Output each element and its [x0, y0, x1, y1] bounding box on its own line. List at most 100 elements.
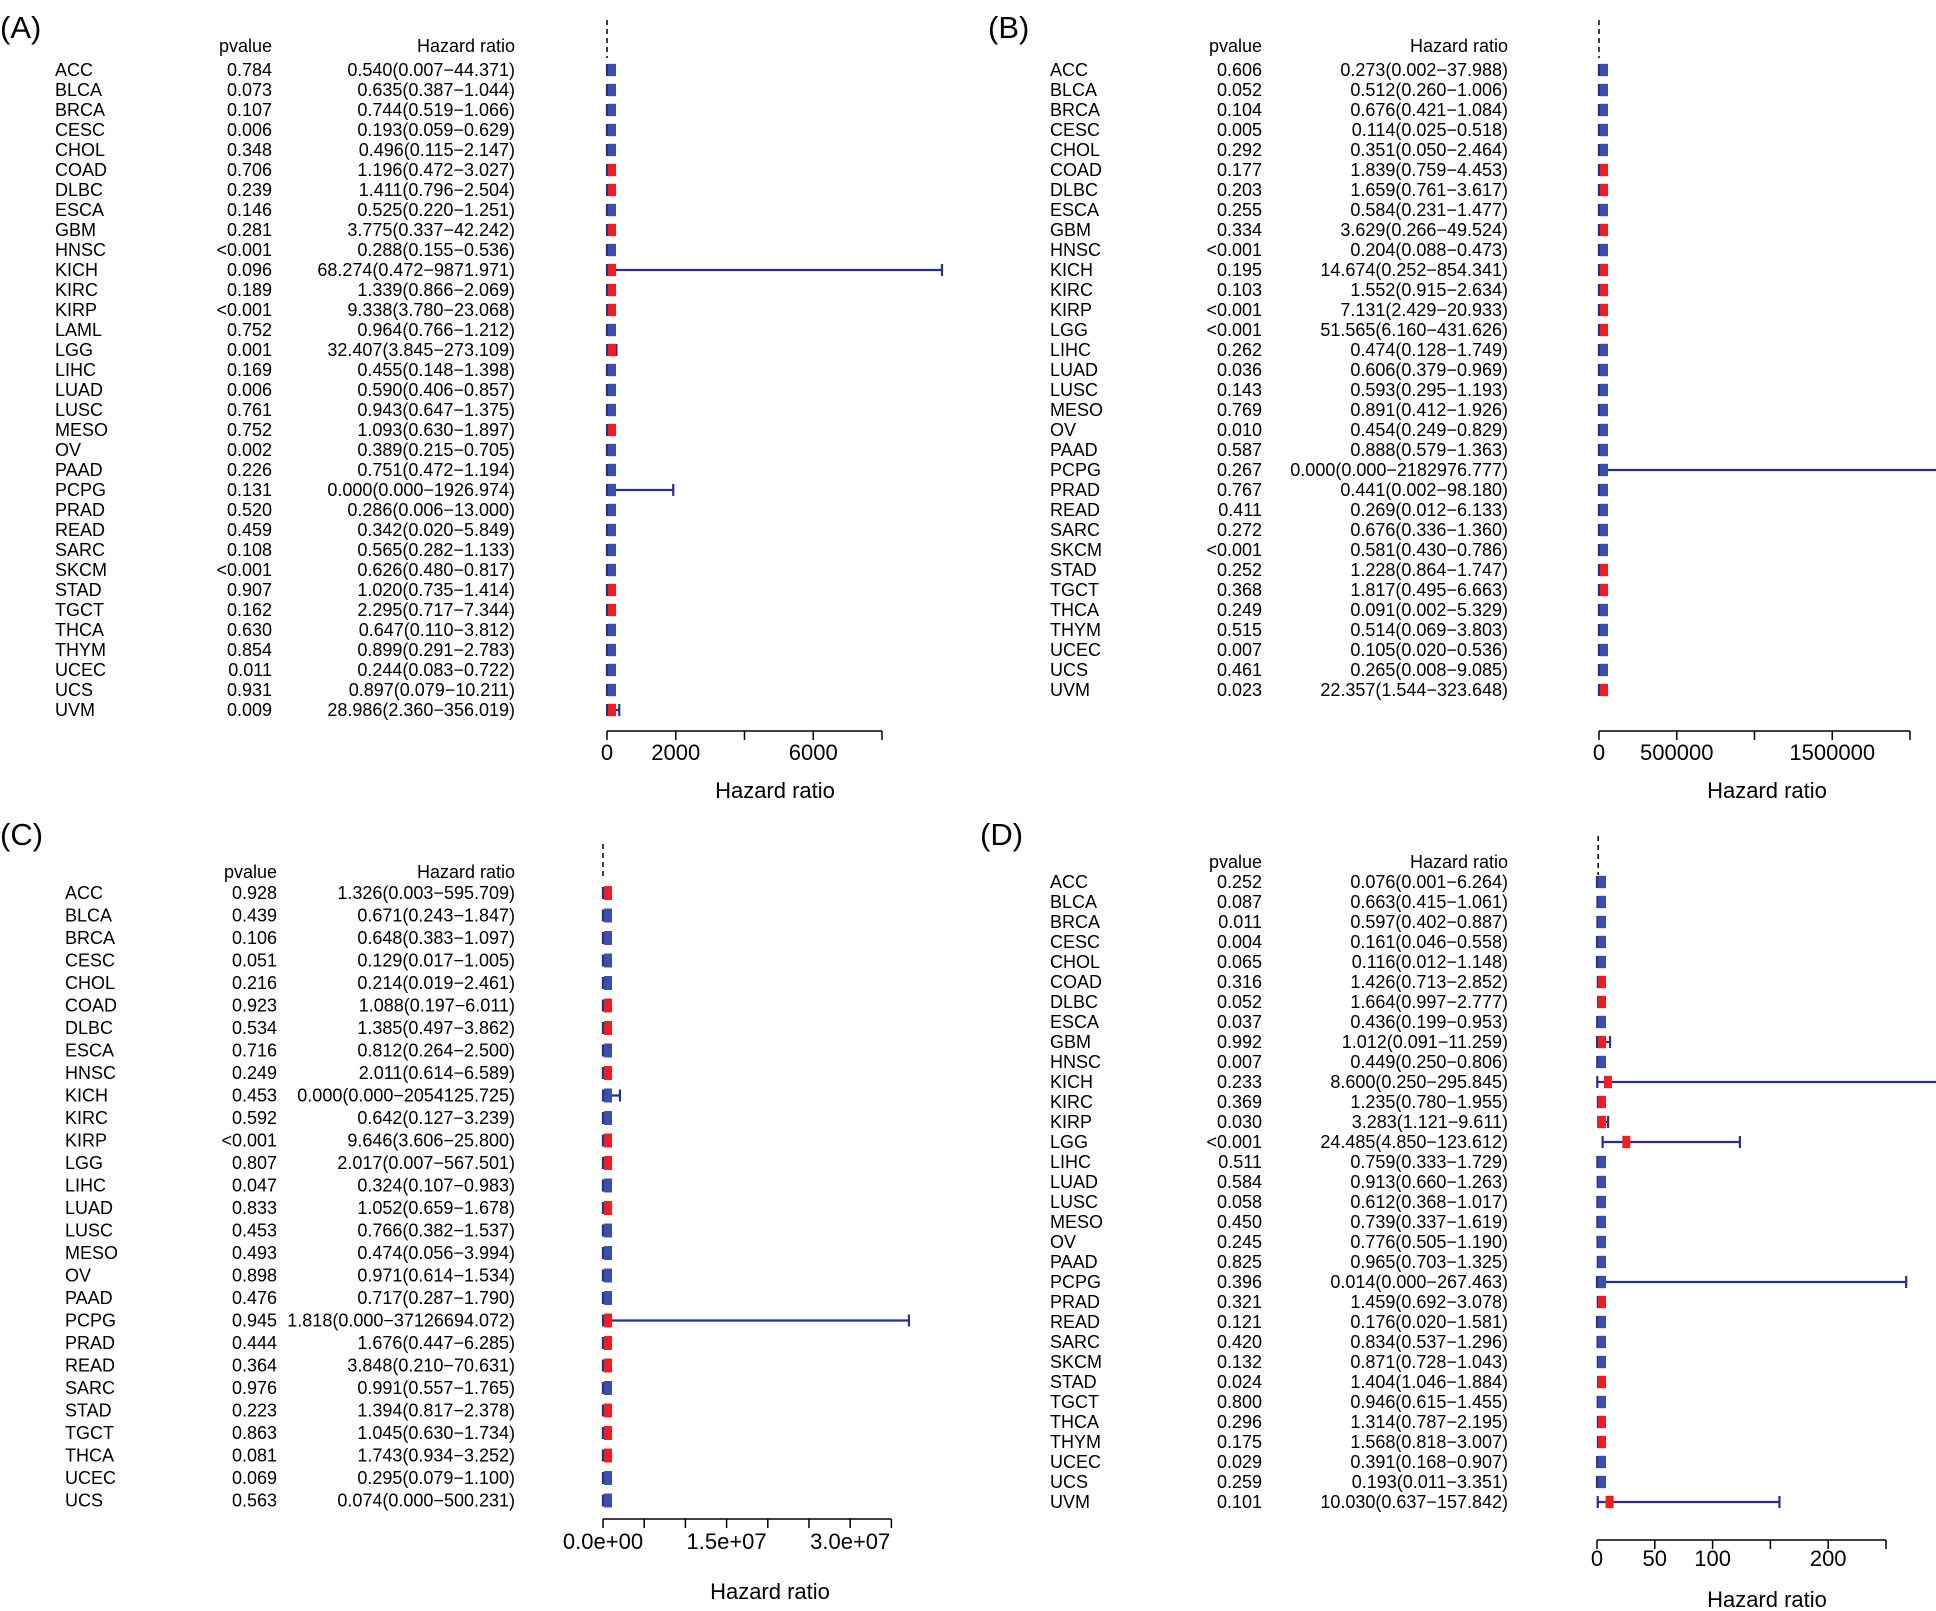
pvalue-label: 0.203: [1217, 180, 1262, 200]
hazard-ratio-point: [1598, 975, 1606, 989]
hazard-ratio-label: 0.946(0.615−1.455): [1350, 1392, 1508, 1412]
forest-row-cesc: CESC 0.051 0.129(0.017−1.005): [65, 951, 612, 971]
cancer-type-label: COAD: [1050, 160, 1102, 180]
pvalue-label: 0.177: [1217, 160, 1262, 180]
hazard-ratio-point: [1600, 163, 1608, 177]
cancer-type-label: UCEC: [1050, 640, 1101, 660]
cancer-type-label: THYM: [1050, 620, 1101, 640]
forest-row-ucs: UCS 0.931 0.897(0.079−10.211): [55, 680, 616, 700]
hazard-ratio-label: 3.775(0.337−42.242): [347, 220, 515, 240]
hazard-ratio-point: [1598, 1435, 1606, 1449]
forest-row-prad: PRAD 0.767 0.441(0.002−98.180): [1050, 480, 1608, 500]
cancer-type-label: STAD: [1050, 1372, 1097, 1392]
pvalue-label: 0.073: [227, 80, 272, 100]
hazard-ratio-label: 0.766(0.382−1.537): [357, 1221, 515, 1241]
hazard-ratio-label: 0.014(0.000−267.463): [1330, 1272, 1508, 1292]
forest-row-cesc: CESC 0.005 0.114(0.025−0.518): [1050, 120, 1608, 140]
forest-row-brca: BRCA 0.106 0.648(0.383−1.097): [65, 928, 612, 948]
cancer-type-label: UCS: [1050, 1472, 1088, 1492]
hazard-ratio-point: [1600, 123, 1608, 137]
hazard-ratio-point: [604, 953, 612, 968]
pvalue-label: 0.006: [227, 120, 272, 140]
cancer-type-label: LGG: [1050, 1132, 1088, 1152]
x-tick-label: 200: [1810, 1546, 1847, 1571]
pvalue-label: 0.189: [227, 280, 272, 300]
forest-row-paad: PAAD 0.476 0.717(0.287−1.790): [65, 1288, 612, 1308]
pvalue-label: 0.216: [232, 973, 277, 993]
hazard-ratio-point: [604, 908, 612, 923]
cancer-type-label: LGG: [1050, 320, 1088, 340]
hazard-ratio-point: [1598, 1275, 1606, 1289]
hazard-ratio-label: 0.606(0.379−0.969): [1350, 360, 1508, 380]
hazard-ratio-label: 2.011(0.614−6.589): [359, 1063, 515, 1083]
hazard-ratio-label: 0.991(0.557−1.765): [357, 1378, 515, 1398]
x-axis-title: Hazard ratio: [710, 1579, 830, 1604]
forest-row-kirc: KIRC 0.369 1.235(0.780−1.955): [1050, 1092, 1606, 1112]
pvalue-label: 0.223: [232, 1401, 277, 1421]
cancer-type-label: CESC: [55, 120, 105, 140]
forest-row-lihc: LIHC 0.047 0.324(0.107−0.983): [65, 1176, 612, 1196]
cancer-type-label: LUSC: [65, 1221, 113, 1241]
x-tick-label: 0: [601, 740, 613, 765]
pvalue-label: 0.592: [232, 1108, 277, 1128]
forest-row-gbm: GBM 0.992 1.012(0.091−11.259): [1050, 1032, 1612, 1052]
hazard-ratio-label: 1.664(0.997−2.777): [1350, 992, 1508, 1012]
hazard-ratio-point: [1600, 443, 1608, 457]
hazard-ratio-label: 22.357(1.544−323.648): [1320, 680, 1508, 700]
forest-row-kirc: KIRC 0.103 1.552(0.915−2.634): [1050, 280, 1608, 300]
pvalue-label: 0.252: [1217, 872, 1262, 892]
cancer-type-label: HNSC: [55, 240, 106, 260]
hazard-ratio-point: [604, 1021, 612, 1035]
pvalue-label: 0.004: [1217, 932, 1262, 952]
pvalue-label: <0.001: [221, 1131, 277, 1151]
hazard-ratio-point: [1600, 383, 1608, 397]
forest-row-esca: ESCA 0.146 0.525(0.220−1.251): [55, 200, 616, 220]
pvalue-label: 0.854: [227, 640, 272, 660]
hazard-ratio-label: 0.244(0.083−0.722): [357, 660, 515, 680]
cancer-type-label: BLCA: [1050, 80, 1097, 100]
pvalue-label: 0.453: [232, 1086, 277, 1106]
cancer-type-label: ACC: [55, 60, 93, 80]
x-tick-label: 100: [1694, 1546, 1731, 1571]
hazard-ratio-label: 0.540(0.007−44.371): [347, 60, 515, 80]
cancer-type-label: LIHC: [1050, 340, 1091, 360]
hazard-ratio-point: [1600, 583, 1608, 597]
pvalue-label: 0.007: [1217, 640, 1262, 660]
hazard-ratio-point: [604, 1178, 612, 1193]
forest-row-lihc: LIHC 0.169 0.455(0.148−1.398): [55, 360, 616, 380]
forest-row-acc: ACC 0.784 0.540(0.007−44.371): [55, 60, 616, 80]
cancer-type-label: TGCT: [1050, 1392, 1099, 1412]
forest-row-read: READ 0.364 3.848(0.210−70.631): [65, 1356, 612, 1376]
cancer-type-label: ESCA: [1050, 200, 1099, 220]
hazard-ratio-label: 0.000(0.000−1926.974): [327, 480, 515, 500]
hazard-ratio-point: [604, 1403, 612, 1418]
hazard-ratio-point: [1600, 243, 1608, 257]
hazard-ratio-label: 0.593(0.295−1.193): [1350, 380, 1508, 400]
panel-label: (A): [0, 10, 41, 45]
cancer-type-label: BRCA: [55, 100, 105, 120]
cancer-type-label: PCPG: [1050, 460, 1101, 480]
hazard-ratio-label: 0.913(0.660−1.263): [1350, 1172, 1508, 1192]
forest-row-acc: ACC 0.252 0.076(0.001−6.264): [1050, 872, 1606, 892]
forest-row-pcpg: PCPG 0.396 0.014(0.000−267.463): [1050, 1272, 1908, 1292]
pvalue-label: 0.131: [227, 480, 272, 500]
cancer-type-label: ESCA: [65, 1041, 114, 1061]
x-axis: 0.0e+00 1.5e+07 3.0e+07: [563, 1518, 893, 1554]
hazard-ratio-point: [608, 423, 616, 437]
hazard-ratio-point: [1600, 343, 1608, 357]
forest-row-lihc: LIHC 0.262 0.474(0.128−1.749): [1050, 340, 1608, 360]
forest-row-hnsc: HNSC <0.001 0.204(0.088−0.473): [1050, 240, 1608, 260]
forest-row-sarc: SARC 0.420 0.834(0.537−1.296): [1050, 1332, 1606, 1352]
cancer-type-label: UCEC: [65, 1468, 116, 1488]
cancer-type-label: LUAD: [1050, 1172, 1098, 1192]
cancer-type-label: SARC: [1050, 520, 1100, 540]
forest-row-kirp: KIRP <0.001 7.131(2.429−20.933): [1050, 300, 1608, 320]
cancer-type-label: SKCM: [1050, 1352, 1102, 1372]
hazard-ratio-point: [1600, 423, 1608, 437]
cancer-type-label: PAAD: [1050, 1252, 1098, 1272]
hazard-ratio-label: 0.676(0.336−1.360): [1350, 520, 1508, 540]
forest-row-meso: MESO 0.752 1.093(0.630−1.897): [55, 420, 616, 440]
pvalue-label: 0.226: [227, 460, 272, 480]
hazard-ratio-point: [608, 223, 616, 237]
pvalue-label: 0.047: [232, 1176, 277, 1196]
